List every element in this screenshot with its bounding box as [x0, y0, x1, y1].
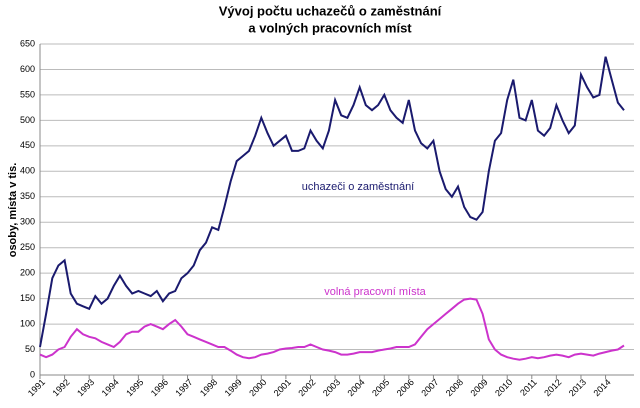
y-axis-label: osoby, místa v tis. [7, 163, 19, 258]
y-tick-label: 250 [20, 242, 35, 252]
y-tick-label: 200 [20, 268, 35, 278]
series-line [39, 56, 625, 348]
x-tick-label: 2012 [542, 377, 563, 398]
x-tick-label: 2011 [518, 377, 539, 398]
x-tick-label: 1993 [75, 377, 96, 398]
x-tick-label: 2003 [321, 377, 342, 398]
y-tick-label: 300 [20, 217, 35, 227]
x-tick-label: 1996 [149, 377, 170, 398]
y-tick-label: 650 [20, 38, 35, 48]
x-tick-label: 2006 [395, 377, 416, 398]
x-tick-label: 2007 [419, 377, 440, 398]
y-tick-label: 350 [20, 191, 35, 201]
x-tick-label: 1994 [100, 377, 121, 398]
x-tick-label: 2004 [346, 377, 367, 398]
x-tick-label: 1991 [26, 377, 47, 398]
y-tick-label: 0 [30, 369, 35, 379]
x-tick-label: 1995 [124, 377, 145, 398]
x-tick-label: 2000 [247, 377, 268, 398]
y-tick-label: 500 [20, 115, 35, 125]
annotation: uchazeči o zaměstnání [302, 181, 415, 193]
x-tick-label: 1999 [223, 377, 244, 398]
y-tick-label: 550 [20, 89, 35, 99]
x-tick-label: 1998 [198, 377, 219, 398]
x-tick-label: 1997 [173, 377, 194, 398]
y-tick-label: 450 [20, 140, 35, 150]
x-tick-label: 2013 [567, 377, 588, 398]
x-tick-label: 2005 [370, 377, 391, 398]
x-tick-label: 2008 [444, 377, 465, 398]
y-tick-label: 100 [20, 318, 35, 328]
annotation: volná pracovní místa [324, 286, 426, 298]
x-tick-label: 1992 [50, 377, 71, 398]
series-line [39, 297, 625, 361]
chart-subtitle: a volných pracovních míst [248, 20, 412, 35]
y-tick-label: 600 [20, 64, 35, 74]
y-tick-label: 150 [20, 293, 35, 303]
x-tick-label: 2010 [493, 377, 514, 398]
chart-title: Vývoj počtu uchazečů o zaměstnání [219, 3, 442, 18]
x-tick-label: 2009 [468, 377, 489, 398]
y-tick-label: 400 [20, 166, 35, 176]
y-tick-label: 50 [25, 344, 35, 354]
x-tick-label: 2002 [296, 377, 317, 398]
x-tick-label: 2014 [591, 377, 612, 398]
x-tick-label: 2001 [272, 377, 293, 398]
